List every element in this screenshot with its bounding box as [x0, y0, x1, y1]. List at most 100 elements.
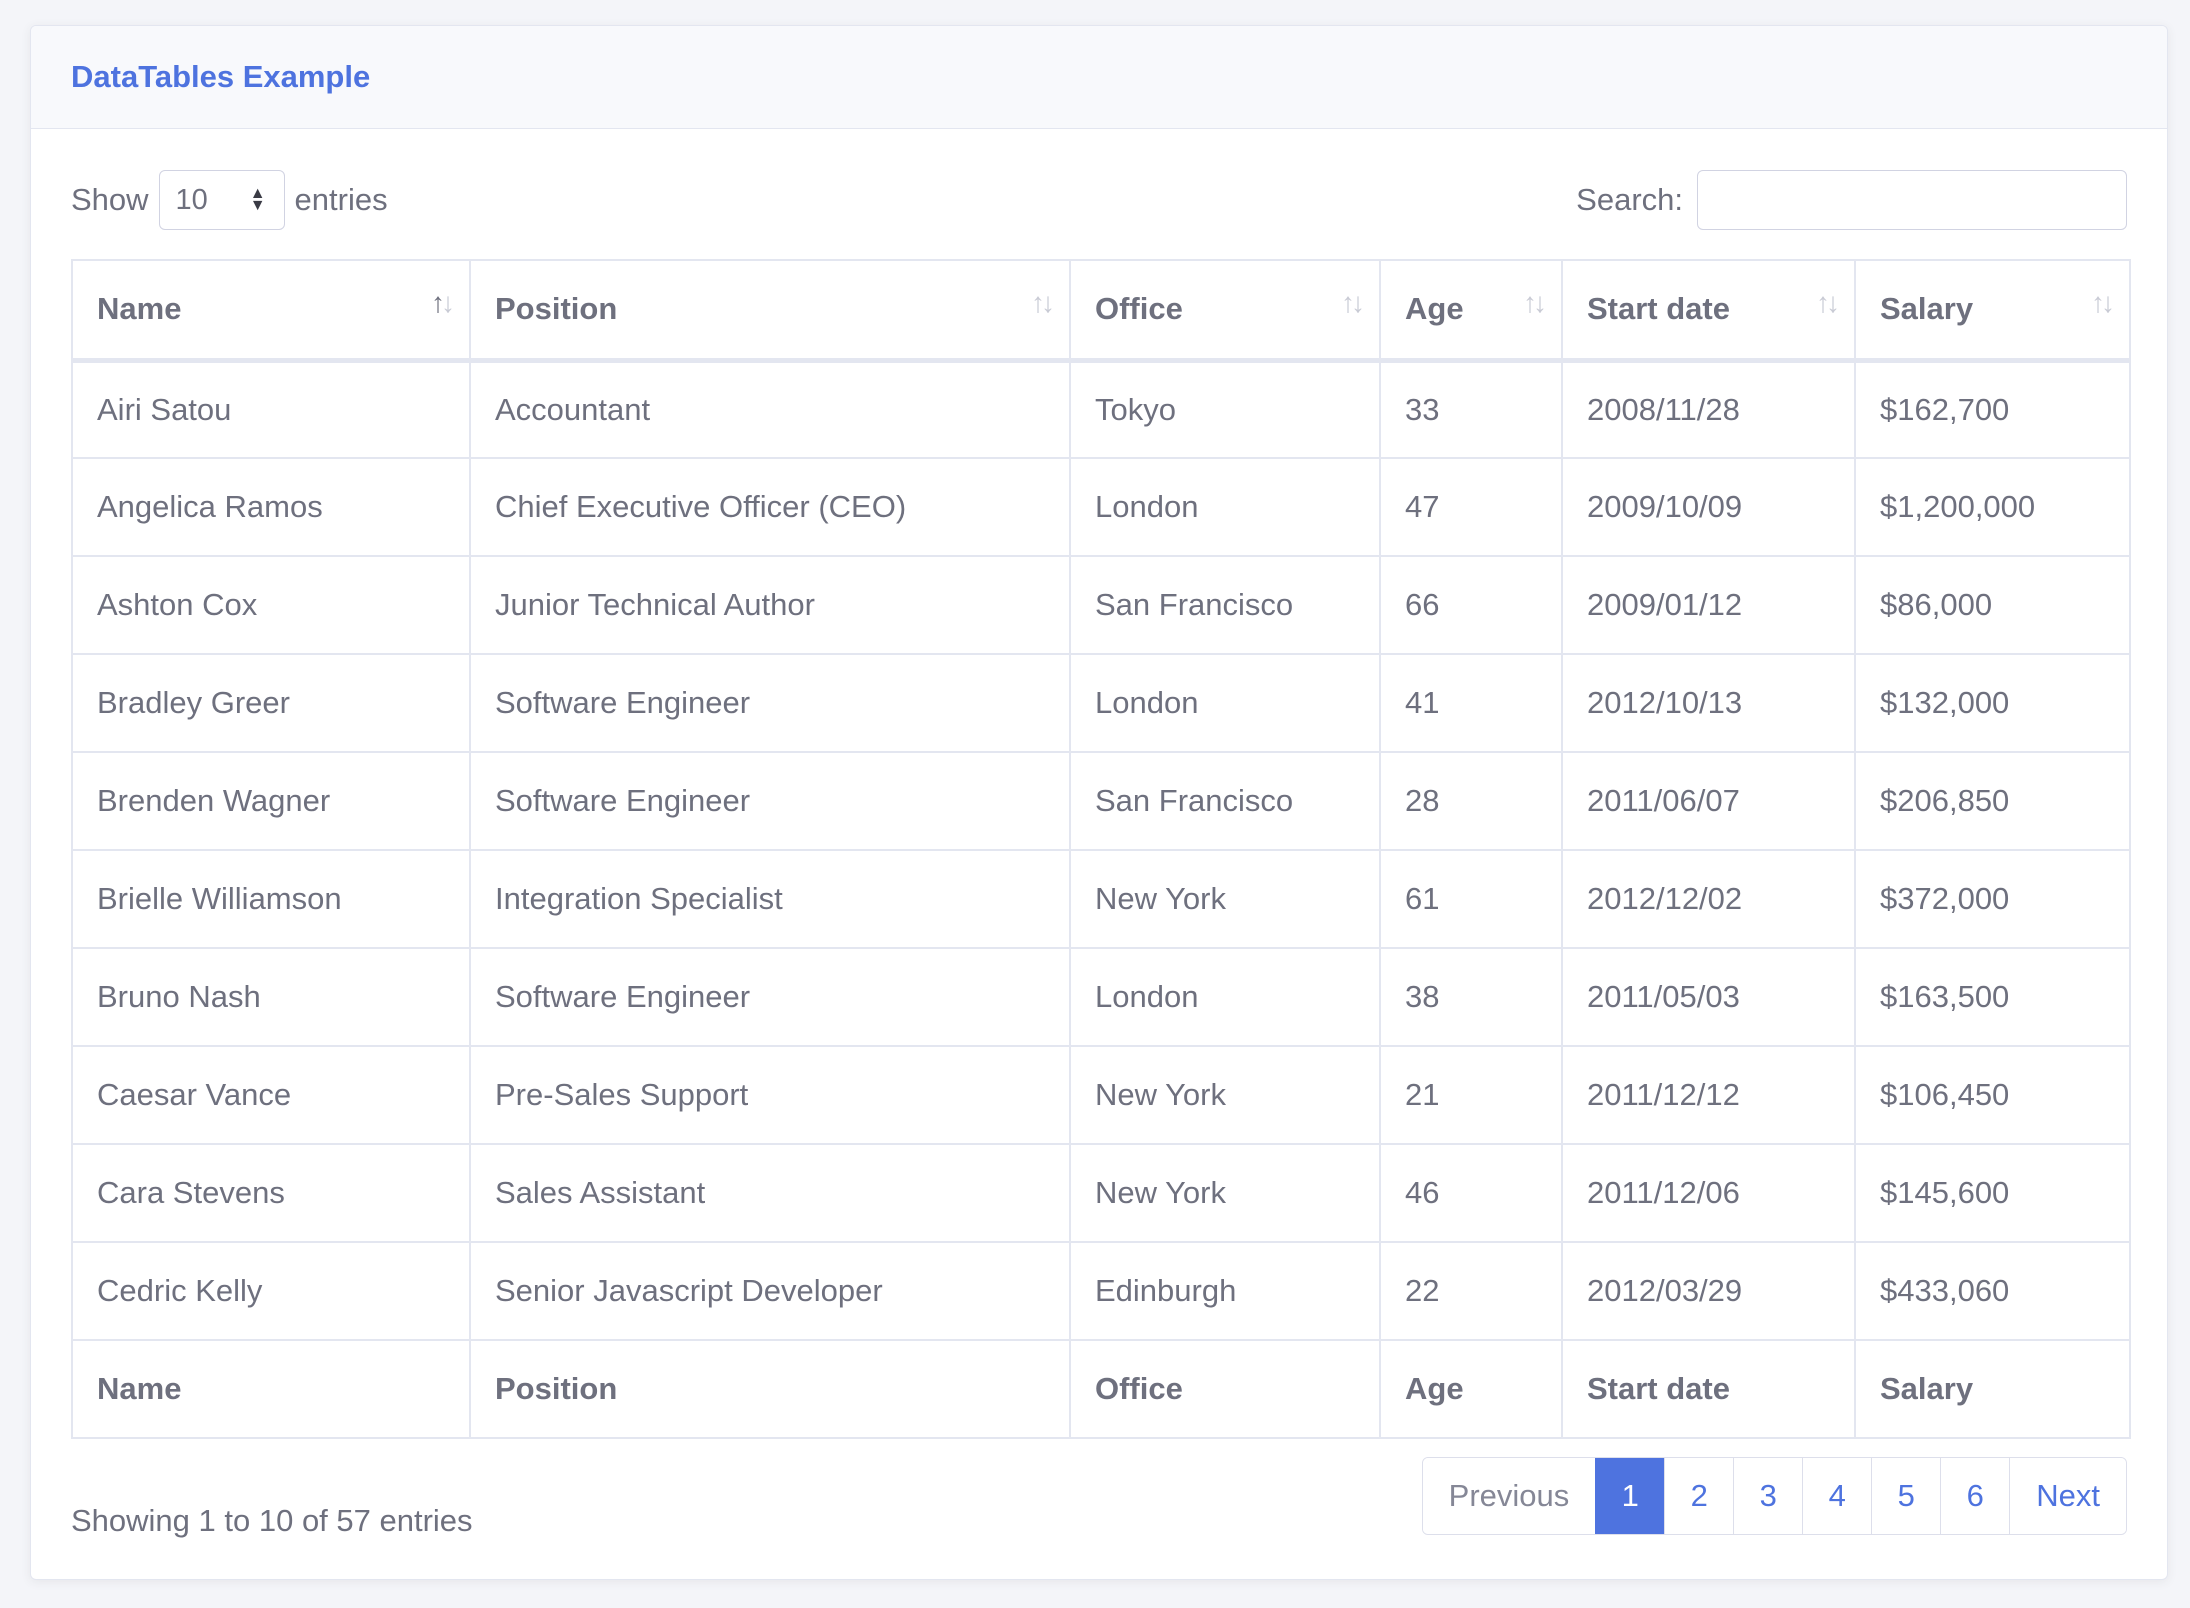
card-body: Show 10 ▲ ▼ entries Search: Name ↑↓ P	[31, 129, 2167, 1539]
sort-arrows-icon: ↑↓	[1031, 287, 1055, 318]
table-row: Cedric Kelly Senior Javascript Developer E…	[71, 1241, 2131, 1341]
table-body: Airi Satou Accountant Tokyo 33 2008/11/28 $16…	[71, 359, 2131, 1341]
entries-select[interactable]: 10 ▲ ▼	[158, 170, 285, 230]
cell-position: Junior Technical Author	[469, 555, 1071, 655]
cell-name: Cedric Kelly	[71, 1241, 471, 1341]
cell-salary: $372,000	[1854, 849, 2131, 949]
sort-arrows-icon: ↑↓	[1816, 287, 1840, 318]
sort-arrows-icon: ↑↓	[1523, 287, 1547, 318]
sort-arrows-icon: ↑↓	[431, 287, 455, 318]
cell-office: London	[1069, 653, 1381, 753]
cell-position: Software Engineer	[469, 947, 1071, 1047]
cell-name: Cara Stevens	[71, 1143, 471, 1243]
entries-label: entries	[294, 182, 388, 217]
table-row: Cara Stevens Sales Assistant New York 46 201…	[71, 1143, 2131, 1243]
previous-page-button[interactable]: Previous	[1422, 1458, 1596, 1534]
table-footer-row: Name Position Office Age Start date Salary	[71, 1339, 2131, 1439]
column-footer-salary: Salary	[1854, 1339, 2131, 1439]
cell-age: 38	[1379, 947, 1563, 1047]
cell-start-date: 2011/05/03	[1561, 947, 1856, 1047]
page-button-3[interactable]: 3	[1733, 1458, 1803, 1534]
cell-salary: $86,000	[1854, 555, 2131, 655]
cell-name: Angelica Ramos	[71, 457, 471, 557]
column-footer-name: Name	[71, 1339, 471, 1439]
column-header-start-date[interactable]: Start date ↑↓	[1561, 259, 1856, 363]
cell-office: Edinburgh	[1069, 1241, 1381, 1341]
cell-age: 22	[1379, 1241, 1563, 1341]
cell-salary: $433,060	[1854, 1241, 2131, 1341]
page-button-4[interactable]: 4	[1802, 1458, 1872, 1534]
datatable-card: DataTables Example Show 10 ▲ ▼ entries Se…	[30, 25, 2168, 1580]
table-controls: Show 10 ▲ ▼ entries Search:	[71, 169, 2127, 231]
table-row: Airi Satou Accountant Tokyo 33 2008/11/28 $16…	[71, 359, 2131, 459]
column-footer-age: Age	[1379, 1339, 1563, 1439]
cell-salary: $1,200,000	[1854, 457, 2131, 557]
cell-office: New York	[1069, 1045, 1381, 1145]
page-button-5[interactable]: 5	[1871, 1458, 1941, 1534]
search-label: Search:	[1576, 182, 1683, 217]
table-foot: Name Position Office Age Start date Salary	[71, 1339, 2131, 1439]
table-row: Angelica Ramos Chief Executive Officer (C…	[71, 457, 2131, 557]
cell-name: Caesar Vance	[71, 1045, 471, 1145]
data-table: Name ↑↓ Position ↑↓ Office ↑↓ Age ↑↓ Start date ↑…	[71, 259, 2131, 1439]
sort-arrows-icon: ↑↓	[1341, 287, 1365, 318]
select-arrows-icon: ▲ ▼	[249, 185, 266, 214]
card-header: DataTables Example	[31, 26, 2167, 129]
table-row: Bruno Nash Software Engineer London 38 2011/…	[71, 947, 2131, 1047]
cell-start-date: 2008/11/28	[1561, 359, 1856, 459]
cell-position: Sales Assistant	[469, 1143, 1071, 1243]
cell-salary: $206,850	[1854, 751, 2131, 851]
page-button-6[interactable]: 6	[1940, 1458, 2010, 1534]
entries-length-control: Show 10 ▲ ▼ entries	[71, 170, 388, 230]
cell-name: Ashton Cox	[71, 555, 471, 655]
column-header-label: Position	[495, 291, 618, 327]
page-button-1[interactable]: 1	[1595, 1458, 1665, 1534]
column-footer-office: Office	[1069, 1339, 1381, 1439]
cell-office: New York	[1069, 849, 1381, 949]
cell-position: Accountant	[469, 359, 1071, 459]
card-title: DataTables Example	[71, 59, 371, 94]
cell-age: 21	[1379, 1045, 1563, 1145]
cell-name: Bruno Nash	[71, 947, 471, 1047]
cell-office: San Francisco	[1069, 751, 1381, 851]
table-header-row: Name ↑↓ Position ↑↓ Office ↑↓ Age ↑↓ Start date ↑…	[71, 259, 2131, 363]
next-page-button[interactable]: Next	[2009, 1458, 2126, 1534]
cell-age: 41	[1379, 653, 1563, 753]
cell-start-date: 2011/12/12	[1561, 1045, 1856, 1145]
column-header-position[interactable]: Position ↑↓	[469, 259, 1071, 363]
entries-select-value: 10	[175, 183, 208, 216]
cell-start-date: 2011/06/07	[1561, 751, 1856, 851]
column-header-age[interactable]: Age ↑↓	[1379, 259, 1563, 363]
cell-position: Software Engineer	[469, 751, 1071, 851]
cell-office: San Francisco	[1069, 555, 1381, 655]
cell-age: 46	[1379, 1143, 1563, 1243]
cell-start-date: 2009/10/09	[1561, 457, 1856, 557]
cell-salary: $163,500	[1854, 947, 2131, 1047]
pagination: Previous 1 2 3 4 5 6 Next	[1421, 1457, 2127, 1535]
cell-name: Airi Satou	[71, 359, 471, 459]
sort-arrows-icon: ↑↓	[2091, 287, 2115, 318]
cell-office: London	[1069, 457, 1381, 557]
cell-age: 66	[1379, 555, 1563, 655]
cell-age: 47	[1379, 457, 1563, 557]
cell-start-date: 2009/01/12	[1561, 555, 1856, 655]
cell-position: Chief Executive Officer (CEO)	[469, 457, 1071, 557]
cell-age: 28	[1379, 751, 1563, 851]
table-footer-controls: Showing 1 to 10 of 57 entries Previous 1 2…	[71, 1457, 2127, 1539]
table-row: Brenden Wagner Software Engineer San Franc…	[71, 751, 2131, 851]
table-row: Bradley Greer Software Engineer London 41 20…	[71, 653, 2131, 753]
page-button-2[interactable]: 2	[1664, 1458, 1734, 1534]
column-header-name[interactable]: Name ↑↓	[71, 259, 471, 363]
search-control: Search:	[1576, 170, 2127, 230]
cell-name: Brielle Williamson	[71, 849, 471, 949]
column-header-office[interactable]: Office ↑↓	[1069, 259, 1381, 363]
cell-name: Brenden Wagner	[71, 751, 471, 851]
column-header-label: Office	[1095, 291, 1183, 327]
column-header-salary[interactable]: Salary ↑↓	[1854, 259, 2131, 363]
cell-position: Integration Specialist	[469, 849, 1071, 949]
column-header-label: Age	[1405, 291, 1464, 327]
cell-office: New York	[1069, 1143, 1381, 1243]
search-input[interactable]	[1697, 170, 2127, 230]
cell-position: Software Engineer	[469, 653, 1071, 753]
cell-start-date: 2012/12/02	[1561, 849, 1856, 949]
